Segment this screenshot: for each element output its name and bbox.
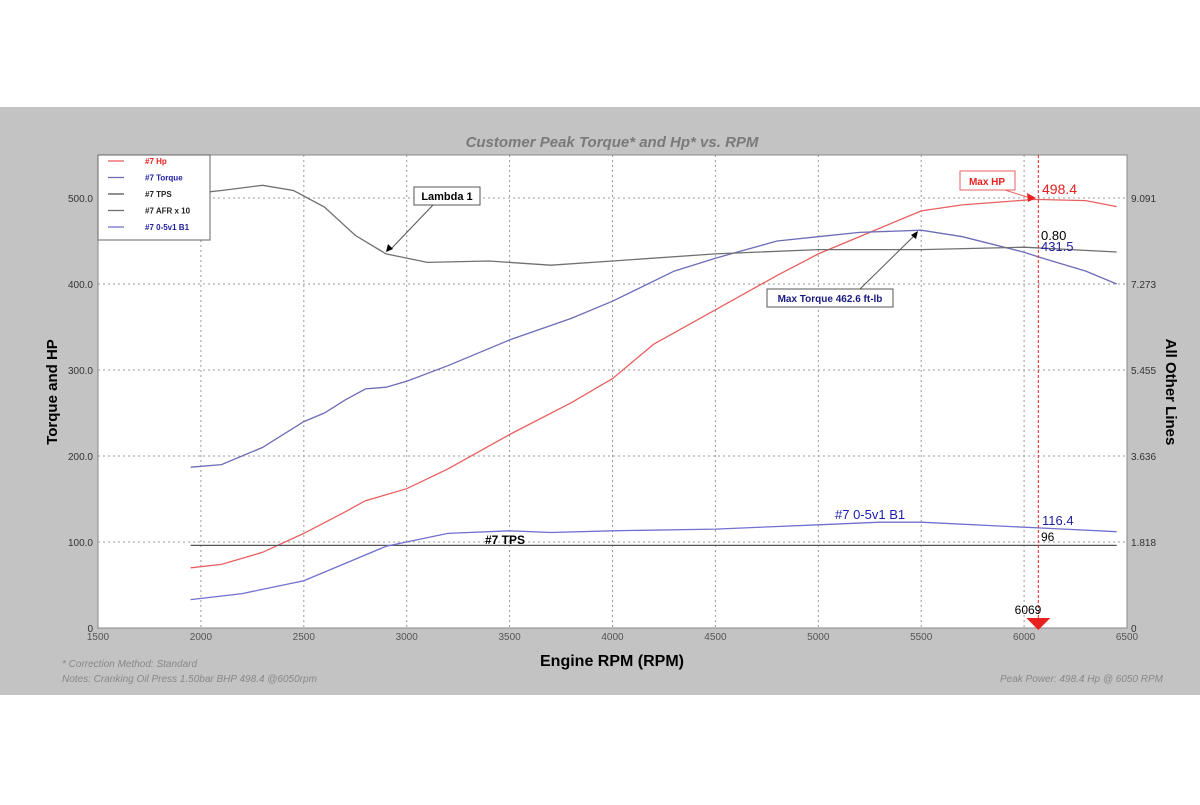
y2-tick-label: 5.455	[1131, 366, 1156, 377]
y2-tick-label: 0	[1131, 624, 1137, 635]
tps-line-label: #7 TPS	[485, 533, 525, 547]
notes: Notes: Cranking Oil Press 1.50bar BHP 49…	[62, 674, 317, 685]
x-tick-label: 2000	[190, 632, 213, 643]
legend-entry: #7 TPS	[145, 190, 172, 199]
series-line--7-0-5v1-b1	[190, 521, 1117, 601]
lambda-callout: Lambda 1	[386, 186, 481, 252]
cursor-marker-icon	[1026, 618, 1051, 630]
series-line--7-torque	[190, 229, 1117, 468]
tps-cursor-value: 96	[1041, 530, 1055, 544]
y-tick-label: 300.0	[68, 366, 93, 377]
x-tick-label: 5000	[807, 632, 830, 643]
x-tick-label: 3500	[498, 632, 521, 643]
y2-tick-label: 9.091	[1131, 194, 1156, 205]
correction-note: * Correction Method: Standard	[62, 659, 198, 670]
x-axis-label: Engine RPM (RPM)	[540, 653, 684, 670]
x-tick-label: 6500	[1116, 632, 1139, 643]
legend: #7 Hp #7 Torque #7 TPS #7 AFR x 10 #7 0-5v1 …	[97, 154, 211, 241]
x-tick-label: 4500	[704, 632, 727, 643]
max-torque-callout: Max Torque 462.6 ft-lb	[766, 231, 918, 308]
chart-title: Customer Peak Torque* and Hp* vs. RPM	[466, 134, 759, 151]
series-line--7-hp	[190, 198, 1117, 569]
max-hp-label: Max HP	[969, 177, 1005, 188]
legend-entry: #7 0-5v1 B1	[145, 223, 190, 232]
hp-cursor-value: 498.4	[1042, 181, 1077, 197]
y-tick-label: 200.0	[68, 452, 93, 463]
lambda-label: Lambda 1	[421, 191, 472, 203]
y-tick-label: 0	[87, 624, 93, 635]
v-line-label: #7 0-5v1 B1	[835, 507, 905, 522]
torque-cursor-value: 431.5	[1041, 239, 1074, 254]
x-tick-label: 3000	[396, 632, 419, 643]
x-tick-label: 5500	[910, 632, 933, 643]
y-tick-label: 400.0	[68, 280, 93, 291]
lambda-cursor-value: 0.80	[1041, 228, 1066, 243]
legend-entry: #7 Hp	[145, 157, 167, 166]
series-line--7-afr-x-10	[190, 184, 1117, 266]
x-tick-label: 2500	[293, 632, 316, 643]
y-axis-label: Torque and HP	[44, 339, 61, 445]
peak-power-note: Peak Power: 498.4 Hp @ 6050 RPM	[1000, 674, 1164, 685]
y-tick-label: 100.0	[68, 538, 93, 549]
y-tick-label: 500.0	[68, 194, 93, 205]
x-tick-label: 1500	[87, 632, 110, 643]
y2-tick-label: 3.636	[1131, 452, 1156, 463]
y2-axis-label: All Other Lines	[1162, 339, 1179, 446]
cursor-rpm-value: 6069	[1015, 603, 1042, 617]
x-tick-label: 4000	[601, 632, 624, 643]
v-cursor-value: 116.4	[1042, 513, 1074, 528]
legend-entry: #7 AFR x 10	[145, 207, 191, 216]
y2-tick-label: 7.273	[1131, 280, 1156, 291]
y2-tick-label: 1.818	[1131, 538, 1156, 549]
max-torque-label: Max Torque 462.6 ft-lb	[778, 294, 883, 305]
legend-entry: #7 Torque	[145, 174, 183, 183]
max-hp-callout: Max HP	[959, 170, 1036, 202]
x-tick-label: 6000	[1013, 632, 1036, 643]
